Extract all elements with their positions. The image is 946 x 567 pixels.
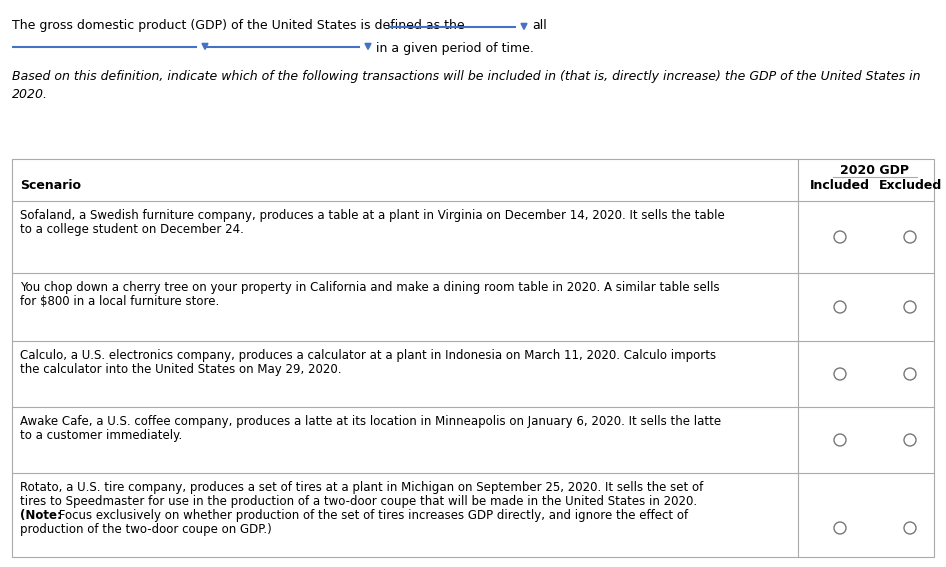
Text: to a college student on December 24.: to a college student on December 24. bbox=[20, 223, 244, 236]
Text: Sofaland, a Swedish furniture company, produces a table at a plant in Virginia o: Sofaland, a Swedish furniture company, p… bbox=[20, 209, 725, 222]
Text: tires to Speedmaster for use in the production of a two-door coupe that will be : tires to Speedmaster for use in the prod… bbox=[20, 495, 697, 508]
Circle shape bbox=[904, 434, 916, 446]
Polygon shape bbox=[521, 23, 527, 29]
Circle shape bbox=[834, 301, 846, 313]
Text: to a customer immediately.: to a customer immediately. bbox=[20, 429, 183, 442]
Text: 2020.: 2020. bbox=[12, 88, 48, 101]
Text: Focus exclusively on whether production of the set of tires increases GDP direct: Focus exclusively on whether production … bbox=[55, 509, 688, 522]
Text: for $800 in a local furniture store.: for $800 in a local furniture store. bbox=[20, 295, 219, 308]
Text: production of the two-door coupe on GDP.): production of the two-door coupe on GDP.… bbox=[20, 523, 272, 536]
Polygon shape bbox=[202, 44, 208, 49]
Circle shape bbox=[834, 231, 846, 243]
Text: the calculator into the United States on May 29, 2020.: the calculator into the United States on… bbox=[20, 363, 342, 376]
Text: Excluded: Excluded bbox=[879, 179, 941, 192]
Text: Based on this definition, indicate which of the following transactions will be i: Based on this definition, indicate which… bbox=[12, 70, 920, 83]
Bar bbox=[12, 159, 934, 557]
Text: Scenario: Scenario bbox=[20, 179, 81, 192]
Text: The gross domestic product (GDP) of the United States is defined as the: The gross domestic product (GDP) of the … bbox=[12, 19, 464, 32]
Text: (Note:: (Note: bbox=[20, 509, 61, 522]
Polygon shape bbox=[365, 44, 371, 49]
Text: 2020 GDP: 2020 GDP bbox=[840, 164, 909, 177]
Circle shape bbox=[904, 301, 916, 313]
Circle shape bbox=[834, 434, 846, 446]
Text: Rotato, a U.S. tire company, produces a set of tires at a plant in Michigan on S: Rotato, a U.S. tire company, produces a … bbox=[20, 481, 703, 494]
Text: Included: Included bbox=[810, 179, 870, 192]
Text: in a given period of time.: in a given period of time. bbox=[376, 42, 534, 55]
Circle shape bbox=[904, 231, 916, 243]
Circle shape bbox=[904, 368, 916, 380]
Text: Awake Cafe, a U.S. coffee company, produces a latte at its location in Minneapol: Awake Cafe, a U.S. coffee company, produ… bbox=[20, 415, 721, 428]
Text: You chop down a cherry tree on your property in California and make a dining roo: You chop down a cherry tree on your prop… bbox=[20, 281, 720, 294]
Circle shape bbox=[834, 522, 846, 534]
Circle shape bbox=[834, 368, 846, 380]
Circle shape bbox=[904, 522, 916, 534]
Text: all: all bbox=[532, 19, 547, 32]
Text: Calculo, a U.S. electronics company, produces a calculator at a plant in Indones: Calculo, a U.S. electronics company, pro… bbox=[20, 349, 716, 362]
